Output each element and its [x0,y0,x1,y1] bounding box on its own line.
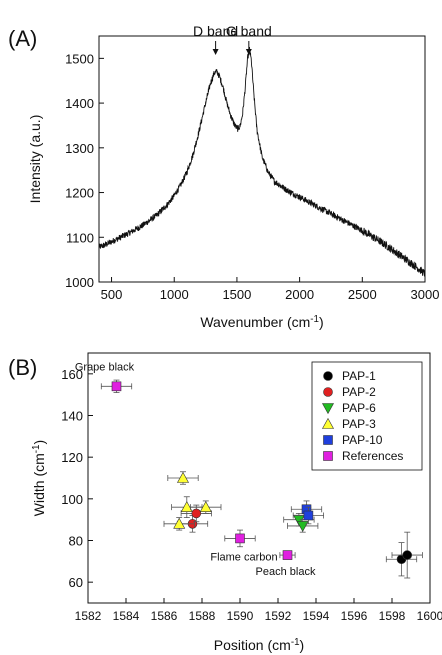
legend-label-pap-3: PAP-3 [342,417,376,431]
x-tick-label-b: 1598 [379,609,406,623]
point-pap-3 [180,501,193,512]
x-tick-label-b: 1592 [265,609,292,623]
point-pap-3 [176,471,190,483]
legend-marker-references [323,451,333,461]
panel-label-a: (A) [8,26,37,51]
y-tick-label-b: 80 [69,534,83,549]
x-tick-label-a: 1500 [222,287,251,302]
legend-marker-pap-2 [323,387,333,397]
y-tick-label-b: 140 [61,409,83,424]
annotation-g-band-label: G band [226,23,272,39]
x-tick-label-b: 1586 [151,609,178,623]
x-tick-label-a: 2000 [285,287,314,302]
y-axis-label-a: Intensity (a.u.) [27,115,43,204]
plot-frame-a [98,35,426,283]
annotation-g-band-arrowhead [245,49,252,55]
label-peach-black: Peach black [256,566,316,578]
x-tick-label-a: 500 [101,287,123,302]
y-tick-label-a: 1300 [65,141,94,156]
x-axis-label-a: Wavenumber (cm-1) [200,314,323,331]
x-tick-label-b: 1584 [113,609,140,623]
y-tick-label-b: 120 [61,450,83,465]
point-pap-2 [191,508,202,519]
label-flame-carbon: Flame carbon [210,551,277,563]
x-tick-label-a: 1000 [160,287,189,302]
x-tick-label-b: 1588 [189,609,216,623]
y-tick-label-a: 1200 [65,186,94,201]
x-tick-label-b: 1582 [75,609,102,623]
y-tick-label-a: 1500 [65,51,94,66]
y-tick-label-a: 1100 [66,230,94,245]
x-tick-label-b: 1590 [227,609,254,623]
annotation-d-band-label: D band [193,23,238,39]
legend-label-pap-2: PAP-2 [342,385,376,399]
panel-label-b: (B) [8,355,37,380]
y-tick-label-a: 1000 [65,275,94,290]
point-pap-10 [303,510,314,521]
x-tick-label-b: 1596 [341,609,368,623]
x-axis-label-b: Position (cm-1) [214,637,304,654]
y-tick-label-a: 1400 [65,96,94,111]
legend-label-pap-10: PAP-10 [342,433,383,447]
legend-marker-pap-10 [323,435,333,445]
y-tick-label-b: 60 [69,575,83,590]
x-tick-label-a: 2500 [348,287,377,302]
point-pap-1 [402,550,413,560]
x-tick-label-b: 1600 [417,609,442,623]
legend-label-pap-1: PAP-1 [342,369,376,383]
plot-frame-b [87,352,431,604]
legend-marker-pap-3 [321,417,335,429]
y-tick-label-b: 100 [61,492,83,507]
x-tick-label-a: 3000 [411,287,440,302]
annotation-d-band-arrowhead [212,49,219,55]
point-pap-3 [173,517,186,529]
point-pap-6 [296,521,309,533]
spectrum-line [98,46,426,277]
x-tick-label-b: 1594 [303,609,330,623]
legend-label-references: References [342,449,403,463]
y-axis-label-b: Width (cm-1) [31,440,48,516]
y-tick-label-b: 160 [61,367,83,382]
point-references [282,550,293,560]
legend-marker-pap-6 [321,403,335,415]
label-grape-black: Grape black [75,361,135,373]
legend-marker-pap-1 [323,371,333,381]
point-pap-3 [199,501,212,512]
point-references [235,533,245,544]
point-references [111,381,122,392]
legend-label-pap-6: PAP-6 [342,401,376,415]
